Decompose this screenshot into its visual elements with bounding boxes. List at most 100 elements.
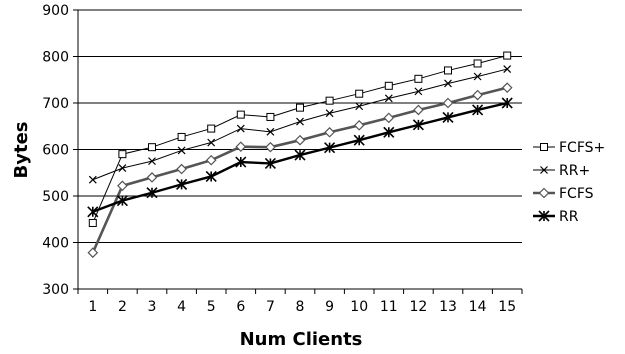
data-point [176, 163, 187, 175]
data-point [355, 89, 364, 98]
x-tick-label: 6 [236, 299, 245, 315]
legend-marker [540, 166, 548, 174]
data-point [472, 104, 484, 116]
data-point [236, 124, 245, 133]
data-point [207, 138, 216, 147]
x-axis-title: Num Clients [240, 329, 363, 350]
data-point [414, 74, 423, 83]
data-point [117, 180, 128, 192]
data-point [235, 156, 247, 168]
x-tick-label: 3 [148, 299, 157, 315]
data-point [473, 72, 482, 81]
x-tick-label: 9 [325, 299, 334, 315]
x-tick-label: 8 [296, 299, 305, 315]
legend-label: RR [559, 209, 579, 225]
data-point [296, 117, 304, 126]
data-point [325, 96, 334, 105]
legend-marker [540, 143, 548, 151]
data-point [501, 82, 513, 94]
data-point [118, 164, 127, 173]
data-point [88, 175, 97, 184]
data-point [87, 247, 99, 259]
data-point [205, 170, 217, 183]
series-rr-plus [88, 65, 512, 184]
data-point [116, 195, 128, 207]
data-point [412, 119, 424, 131]
y-tick-label: 300 [42, 282, 69, 298]
data-point [324, 126, 335, 138]
legend-marker [538, 210, 550, 222]
data-point [324, 142, 336, 154]
y-tick-label: 400 [42, 236, 69, 252]
data-point [413, 104, 424, 116]
series-fcfs [87, 82, 513, 259]
data-point [442, 111, 454, 123]
data-point [325, 109, 334, 118]
legend-item: RR [533, 209, 579, 225]
x-tick-label: 5 [207, 299, 216, 315]
data-point [472, 89, 483, 101]
y-axis-title: Bytes [11, 122, 32, 179]
x-tick-label: 11 [380, 299, 398, 315]
x-tick-label: 2 [118, 299, 127, 315]
data-point [384, 81, 393, 90]
data-point [473, 59, 482, 68]
data-point [235, 141, 247, 153]
x-tick-label: 7 [266, 299, 275, 315]
y-tick-label: 800 [42, 50, 69, 66]
legend-item: FCFS+ [533, 140, 605, 156]
data-point [146, 172, 158, 183]
series-line [91, 86, 508, 254]
data-point [146, 187, 158, 199]
series-fcfs-plus [88, 51, 512, 227]
data-point [205, 154, 217, 166]
data-point [264, 157, 276, 170]
data-point [294, 149, 306, 161]
x-tick-label: 1 [88, 299, 97, 315]
data-point [177, 146, 186, 155]
data-point [444, 79, 452, 88]
legend-label: FCFS+ [559, 140, 605, 156]
y-tick-label: 700 [42, 96, 69, 112]
data-point [501, 97, 513, 109]
legend-label: RR+ [559, 163, 590, 179]
legend-label: FCFS [559, 186, 594, 202]
x-tick-label: 4 [177, 299, 186, 315]
data-point [176, 178, 188, 190]
x-tick-label: 12 [409, 299, 427, 315]
data-point [148, 143, 156, 152]
data-point [355, 102, 364, 111]
data-point [207, 124, 216, 133]
data-point [294, 134, 306, 146]
legend-marker [538, 187, 550, 199]
data-point [88, 218, 97, 227]
y-tick-label: 500 [42, 189, 69, 205]
data-point [383, 112, 395, 124]
data-point [236, 110, 245, 119]
data-point [384, 94, 393, 103]
data-point [353, 119, 365, 131]
data-point [118, 150, 127, 159]
legend-item: RR+ [533, 163, 590, 179]
data-point [296, 103, 304, 112]
data-point [503, 65, 512, 73]
x-tick-label: 13 [439, 299, 457, 315]
data-point [265, 141, 276, 153]
y-tick-label: 900 [42, 3, 69, 19]
x-tick-label: 15 [498, 299, 516, 315]
x-tick-label: 14 [469, 299, 487, 315]
data-point [444, 66, 452, 75]
x-tick-label: 10 [350, 299, 368, 315]
data-point [414, 87, 423, 96]
data-point [87, 206, 99, 218]
data-point [148, 157, 156, 166]
data-point [353, 134, 365, 146]
series-rr [87, 97, 513, 218]
data-point [442, 97, 454, 109]
data-point [266, 112, 275, 121]
data-point [503, 51, 512, 60]
data-point [266, 127, 275, 136]
data-point [177, 132, 186, 141]
y-tick-label: 600 [42, 143, 69, 159]
